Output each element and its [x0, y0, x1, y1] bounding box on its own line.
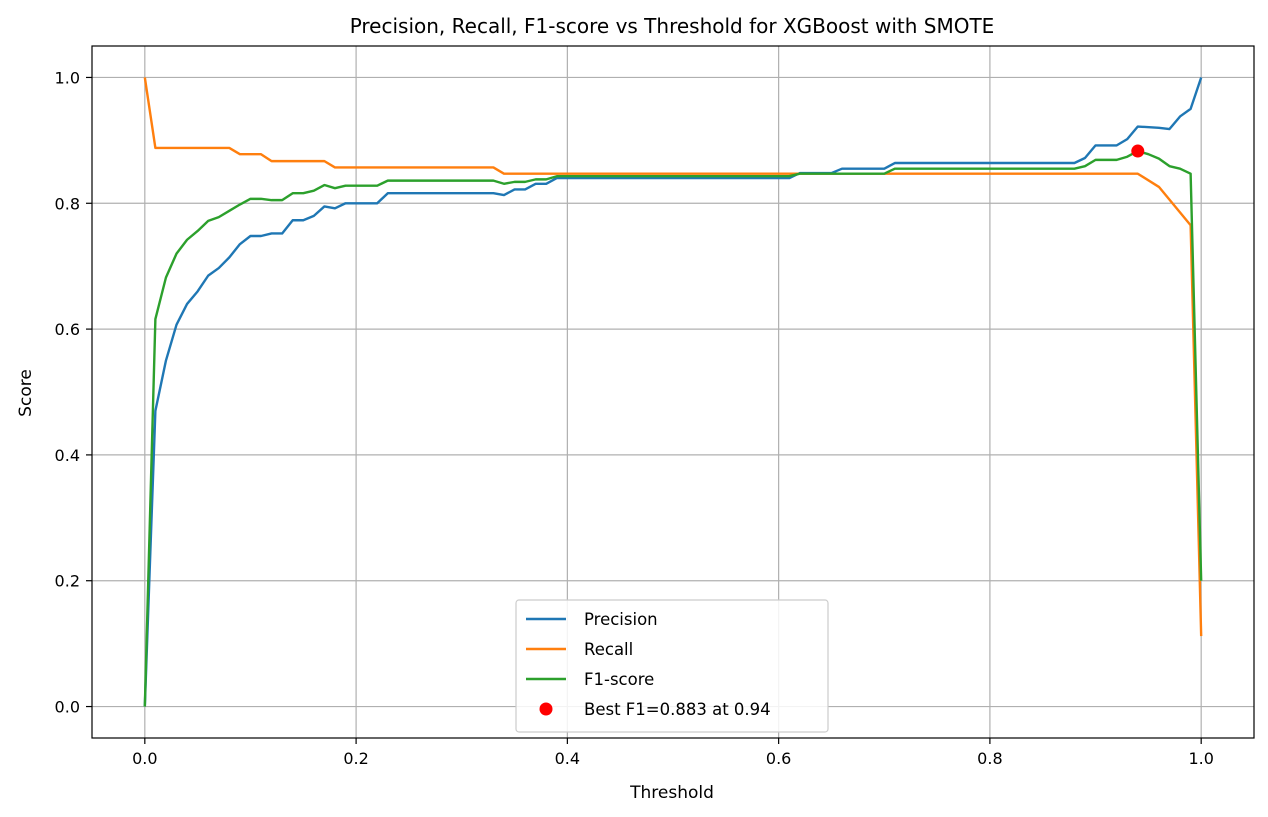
chart-title: Precision, Recall, F1-score vs Threshold… — [350, 14, 995, 38]
x-tick-label: 0.4 — [555, 749, 580, 768]
x-tick-label: 0.2 — [343, 749, 368, 768]
legend-entry-label: Recall — [584, 640, 633, 659]
x-tick-label: 0.6 — [766, 749, 791, 768]
legend-entry-label: F1-score — [584, 670, 654, 689]
x-axis-ticks: 0.0 0.2 0.4 0.6 0.8 1.0 — [132, 738, 1214, 768]
series-line-f1-score — [143, 149, 1203, 707]
x-tick-label: 0.0 — [132, 749, 157, 768]
series-line-precision — [143, 77, 1203, 707]
y-tick-label: 0.8 — [55, 194, 80, 213]
series-line-recall — [143, 77, 1203, 637]
y-tick-label: 0.6 — [55, 320, 80, 339]
legend: Precision Recall F1-score Best F1=0.883 at … — [515, 599, 829, 733]
legend-box — [515, 599, 829, 733]
grid-lines — [92, 46, 1254, 738]
x-tick-label: 0.8 — [977, 749, 1002, 768]
plot-frame — [91, 45, 1255, 739]
legend-entry-label: Precision — [584, 610, 658, 629]
x-tick-label: 1.0 — [1188, 749, 1213, 768]
legend-swatch-point — [539, 702, 553, 716]
y-axis-ticks: 0.0 0.2 0.4 0.6 0.8 1.0 — [55, 68, 92, 717]
y-tick-label: 1.0 — [55, 68, 80, 87]
y-tick-label: 0.4 — [55, 446, 80, 465]
legend-entry-label: Best F1=0.883 at 0.94 — [584, 700, 771, 719]
series-layer — [143, 77, 1203, 707]
x-axis-label: Threshold — [629, 783, 714, 803]
y-tick-label: 0.0 — [55, 698, 80, 717]
y-tick-label: 0.2 — [55, 572, 80, 591]
best-f1-point — [1131, 144, 1145, 158]
highlight-points — [1131, 144, 1145, 158]
y-axis-label: Score — [16, 369, 36, 417]
